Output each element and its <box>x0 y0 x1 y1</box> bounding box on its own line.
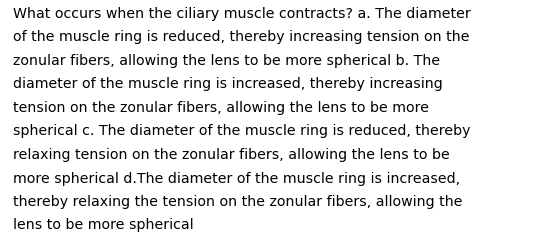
Text: zonular fibers, allowing the lens to be more spherical b. The: zonular fibers, allowing the lens to be … <box>13 54 440 68</box>
Text: thereby relaxing the tension on the zonular fibers, allowing the: thereby relaxing the tension on the zonu… <box>13 194 463 208</box>
Text: What occurs when the ciliary muscle contracts? a. The diameter: What occurs when the ciliary muscle cont… <box>13 7 471 21</box>
Text: lens to be more spherical: lens to be more spherical <box>13 218 194 232</box>
Text: diameter of the muscle ring is increased, thereby increasing: diameter of the muscle ring is increased… <box>13 77 442 91</box>
Text: tension on the zonular fibers, allowing the lens to be more: tension on the zonular fibers, allowing … <box>13 100 429 114</box>
Text: spherical c. The diameter of the muscle ring is reduced, thereby: spherical c. The diameter of the muscle … <box>13 124 470 138</box>
Text: more spherical d.The diameter of the muscle ring is increased,: more spherical d.The diameter of the mus… <box>13 171 460 185</box>
Text: relaxing tension on the zonular fibers, allowing the lens to be: relaxing tension on the zonular fibers, … <box>13 148 450 161</box>
Text: of the muscle ring is reduced, thereby increasing tension on the: of the muscle ring is reduced, thereby i… <box>13 30 469 44</box>
